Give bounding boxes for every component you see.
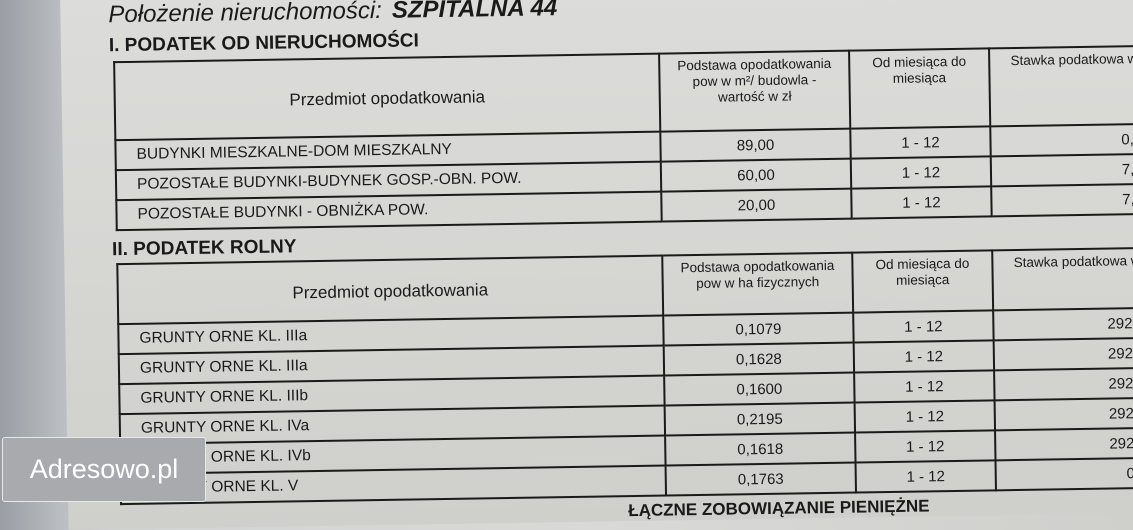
months-cell: 1 - 12: [854, 400, 996, 433]
rate-cell: 7,85: [991, 183, 1133, 217]
total-obligation-heading: ŁĄCZNE ZOBOWIĄZANIE PIENIĘŻNE: [628, 496, 930, 521]
rate-cell: 292,75: [993, 307, 1133, 341]
col-header: Przedmiot opodatkowania: [114, 53, 661, 141]
rate-cell: 0,00: [995, 457, 1133, 491]
base-cell: 20,00: [661, 188, 852, 222]
months-cell: 1 - 12: [850, 126, 991, 159]
base-cell: 0,1763: [665, 462, 856, 496]
rate-cell: 292,75: [994, 397, 1133, 431]
months-cell: 1 - 12: [854, 370, 995, 403]
base-cell: 0,1600: [664, 372, 855, 406]
base-cell: 89,00: [660, 128, 851, 162]
document-page: Położenie nieruchomości: SZPITALNA 44 I. …: [60, 0, 1133, 530]
property-location: Położenie nieruchomości: SZPITALNA 44: [108, 0, 557, 29]
rate-cell: 7,85: [990, 153, 1133, 187]
col-header: Stawka podatkowa w zł: [989, 45, 1133, 127]
location-value: SZPITALNA 44: [391, 0, 558, 24]
base-cell: 0,1618: [665, 432, 856, 466]
base-cell: 0,1079: [663, 312, 854, 346]
months-cell: 1 - 12: [855, 430, 996, 463]
col-header: Od miesiąca do miesiąca: [849, 48, 991, 129]
watermark-logo: Adresowo.pl: [2, 437, 206, 502]
section1-title: I. PODATEK OD NIERUCHOMOŚCI: [108, 30, 420, 57]
months-cell: 1 - 12: [850, 156, 992, 189]
months-cell: 1 - 12: [855, 460, 996, 493]
base-cell: 0,2195: [664, 402, 856, 436]
property-tax-table: Przedmiot opodatkowania Podstawa opodatk…: [113, 45, 1133, 232]
col-header: Podstawa opodatkowania pow w ha fizyczny…: [662, 252, 854, 316]
agricultural-tax-table: Przedmiot opodatkowania Podstawa opodatk…: [116, 246, 1133, 505]
rate-cell: 0,64: [990, 123, 1133, 157]
rate-cell: 292,75: [993, 337, 1133, 371]
section2-title: II. PODATEK ROLNY: [111, 236, 297, 261]
location-label: Położenie nieruchomości:: [108, 0, 383, 29]
base-cell: 0,1628: [663, 342, 855, 376]
col-header: Od miesiąca do miesiąca: [852, 250, 994, 313]
rate-cell: 292,75: [995, 427, 1133, 461]
col-header: Stawka podatkowa w zł: [992, 247, 1133, 311]
months-cell: 1 - 12: [851, 186, 992, 219]
base-cell: 60,00: [660, 158, 852, 192]
col-header: Przedmiot opodatkowania: [117, 255, 664, 325]
col-header: Podstawa opodatkowania pow w m²/ budowla…: [659, 50, 851, 132]
months-cell: 1 - 12: [853, 340, 995, 373]
months-cell: 1 - 12: [853, 310, 994, 343]
rate-cell: 292,75: [994, 367, 1133, 401]
